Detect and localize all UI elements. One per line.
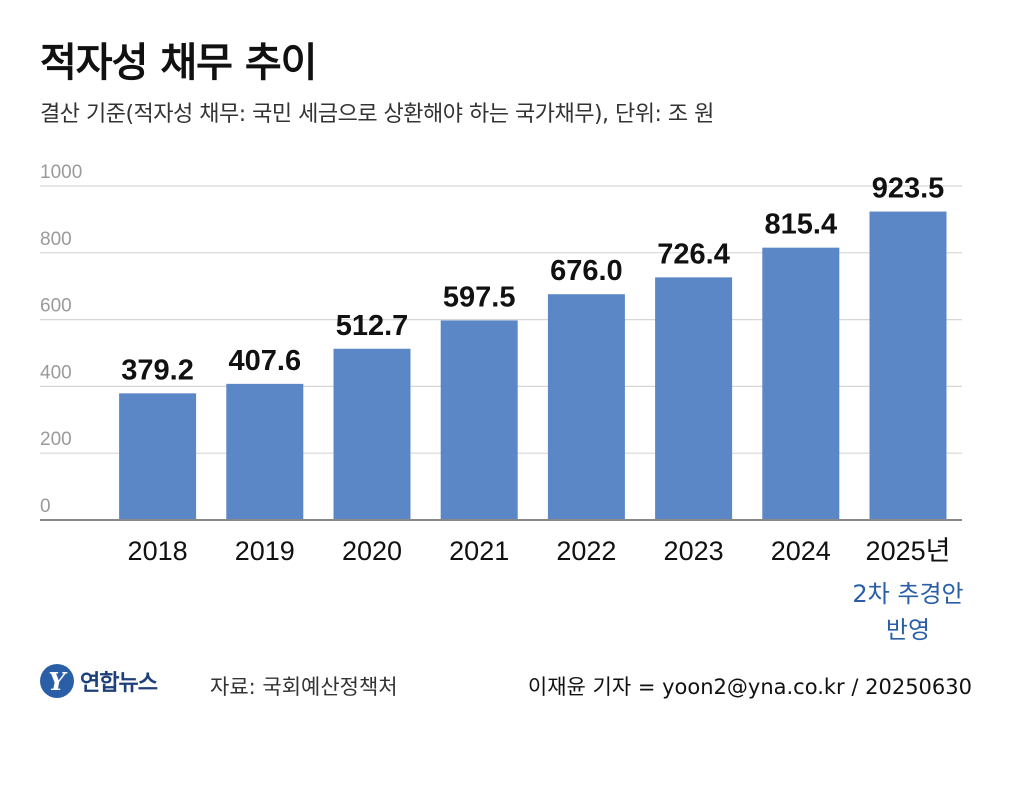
data-label: 512.7 (336, 310, 409, 342)
x-tick-label: 2021 (449, 536, 509, 566)
chart-subtitle: 결산 기준(적자성 채무: 국민 세금으로 상환해야 하는 국가채무), 단위:… (40, 102, 714, 127)
data-label: 379.2 (121, 354, 194, 386)
x-tick-label: 2024 (771, 536, 831, 566)
bar (655, 277, 733, 520)
y-tick-label: 0 (40, 496, 51, 517)
data-label: 597.5 (443, 281, 516, 313)
bar-chart: 0 200 400 600 800 1000 379.2 2018 407.6 2019 512.7… (40, 162, 964, 644)
y-tick-label: 600 (40, 296, 72, 317)
x-tick-label: 2025년 (866, 536, 951, 566)
chart-title: 적자성 채무 추이 (40, 40, 317, 86)
annotation-label: 반영 (886, 616, 930, 644)
yonhap-logo: Y 연합뉴스 (40, 664, 158, 698)
data-label: 726.4 (657, 238, 730, 270)
x-tick-label: 2020 (342, 536, 402, 566)
bar (869, 211, 947, 520)
bar (333, 348, 411, 520)
y-tick-label: 1000 (40, 162, 82, 183)
annotation-label: 2차 추경안 (852, 580, 963, 608)
bar (226, 383, 304, 520)
bar (119, 393, 197, 520)
data-label: 815.4 (765, 209, 838, 241)
bar (762, 247, 840, 520)
data-label: 676.0 (550, 255, 623, 287)
yonhap-logo-text: 연합뉴스 (80, 671, 158, 696)
data-label: 407.6 (229, 345, 302, 377)
bar (440, 320, 518, 520)
y-tick-label: 800 (40, 229, 72, 250)
x-tick-label: 2018 (128, 536, 188, 566)
x-tick-label: 2023 (664, 536, 724, 566)
x-tick-label: 2019 (235, 536, 295, 566)
data-label: 923.5 (872, 173, 945, 205)
reporter-credit: 이재윤 기자 = yoon2@yna.co.kr / 20250630 (527, 675, 972, 699)
bar (547, 294, 625, 520)
y-tick-label: 200 (40, 429, 72, 450)
x-tick-label: 2022 (556, 536, 616, 566)
source-note: 자료: 국회예산정책처 (210, 675, 398, 699)
yonhap-logo-icon: Y (40, 664, 74, 698)
y-tick-label: 400 (40, 362, 72, 383)
